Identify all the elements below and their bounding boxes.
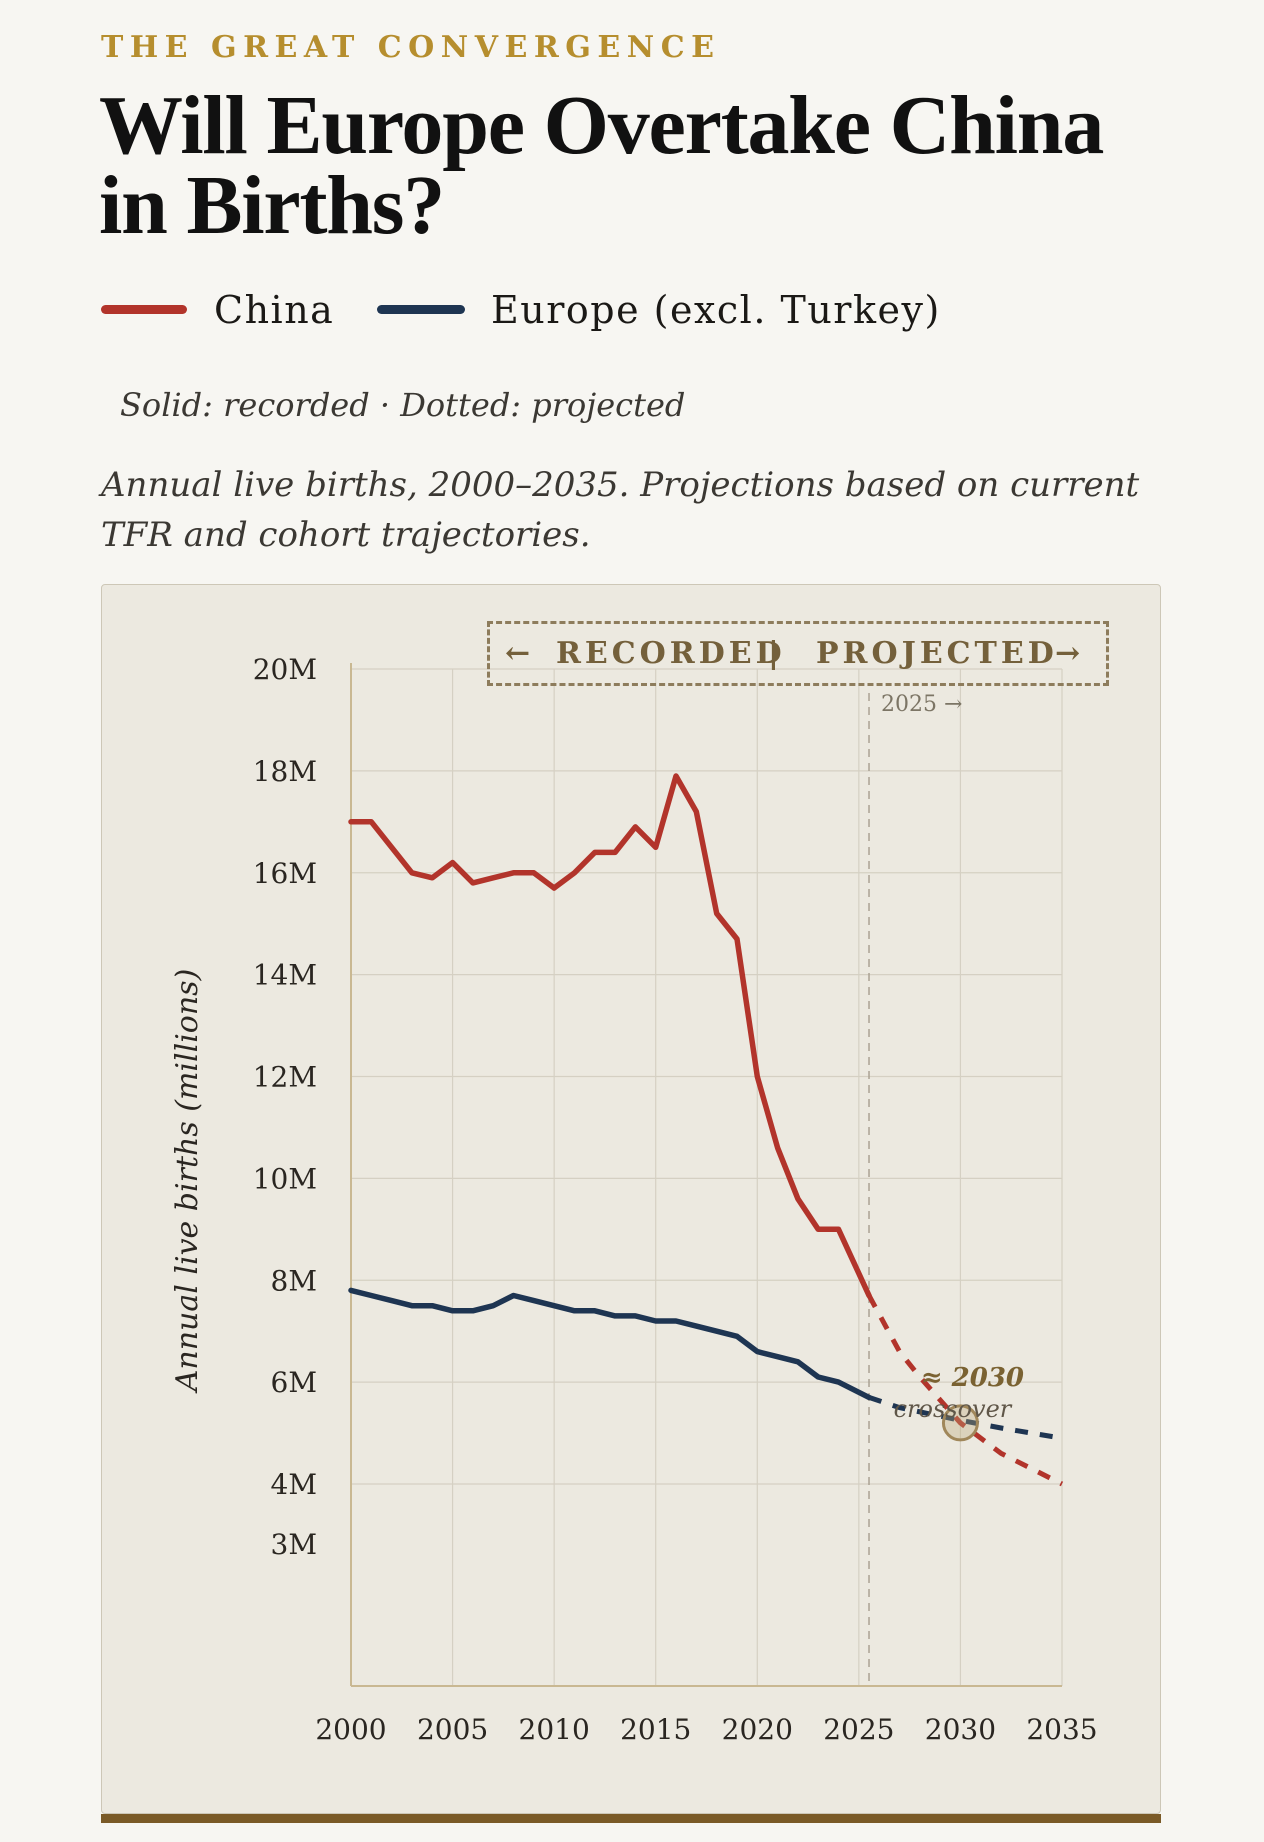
line-style-note: Solid: recorded · Dotted: projected [120, 386, 686, 424]
x-tick-label: 2000 [315, 1713, 386, 1746]
left-arrow-icon: ← [505, 636, 535, 671]
x-tick-label: 2020 [722, 1713, 793, 1746]
series-line-europe-projected [868, 1395, 1063, 1441]
chart-subtitle: Annual live births, 2000–2035. Projectio… [101, 465, 1140, 555]
line-chart: 3M 4M 6M 8M 10M 12M 14M 16M 18M 20M 2000 2005 2010 20… [170, 653, 1098, 1746]
projected-label: PROJECTED [816, 636, 1058, 671]
y-axis-label: Annual live births (millions) [170, 969, 205, 1395]
legend-swatch-europe [377, 305, 465, 314]
series-line-europe-recorded [348, 1287, 872, 1401]
crossover-label: crossover [894, 1395, 1013, 1423]
x-tick-label: 2010 [519, 1713, 590, 1746]
x-tick-label: 2015 [620, 1713, 691, 1746]
y-tick-label: 14M [253, 959, 317, 992]
y-tick-label: 4M [271, 1468, 317, 1501]
chart-panel: 3M 4M 6M 8M 10M 12M 14M 16M 18M 20M 2000 2005 2010 20… [101, 584, 1161, 1814]
crossover-marker [941, 1404, 979, 1442]
crossover-year-label: ≈ 2030 [921, 1363, 1024, 1393]
right-arrow-icon: → [1055, 636, 1085, 671]
chart-bottom-rule [101, 1814, 1161, 1823]
x-tick-label: 2035 [1026, 1713, 1097, 1746]
recorded-label: RECORDED [556, 636, 786, 671]
y-tick-label: 3M [271, 1528, 317, 1561]
band-divider: | [768, 636, 783, 671]
y-tick-label: 20M [253, 653, 317, 686]
projection-start-label: 2025 → [881, 692, 962, 717]
series-line-china-projected [866, 1294, 1064, 1487]
y-tick-label: 6M [271, 1366, 317, 1399]
y-tick-label: 10M [253, 1162, 317, 1195]
legend-label-europe: Europe (excl. Turkey) [491, 288, 941, 332]
x-tick-label: 2005 [417, 1713, 488, 1746]
series-line-china-recorded [348, 773, 872, 1299]
x-tick-label: 2030 [925, 1713, 996, 1746]
page-title: Will Europe Overtake China in Births? [99, 79, 1104, 252]
kicker: THE GREAT CONVERGENCE [101, 30, 721, 65]
legend-label-china: China [214, 288, 335, 332]
y-tick-label: 18M [253, 755, 317, 788]
legend-swatch-china [101, 305, 187, 314]
y-tick-label: 12M [253, 1061, 317, 1094]
x-tick-label: 2025 [823, 1713, 894, 1746]
y-tick-label: 16M [253, 857, 317, 890]
y-tick-label: 8M [271, 1264, 317, 1297]
recorded-projected-band: ← RECORDED | PROJECTED → [487, 621, 1109, 686]
